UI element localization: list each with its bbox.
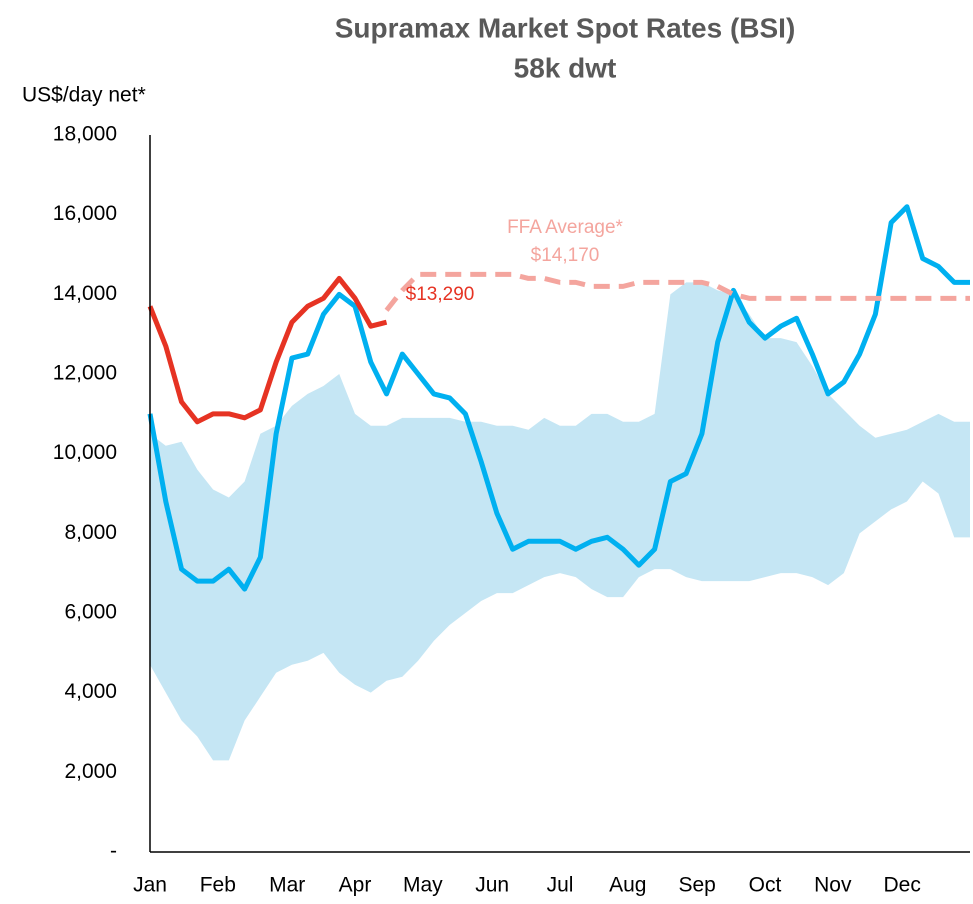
y-tick-label: - bbox=[110, 840, 117, 863]
x-tick-label: Jul bbox=[547, 874, 574, 897]
y-tick-label: 12,000 bbox=[53, 362, 117, 385]
series-line bbox=[384, 271, 970, 312]
y-tick-label: 8,000 bbox=[64, 521, 117, 544]
y-tick-label: 16,000 bbox=[53, 202, 117, 225]
y-tick-label: 10,000 bbox=[53, 441, 117, 464]
x-tick-label: Aug bbox=[609, 874, 646, 897]
chart-title: Supramax Market Spot Rates (BSI) bbox=[335, 12, 796, 43]
range-band bbox=[150, 282, 970, 761]
y-tick-label: 4,000 bbox=[64, 680, 117, 703]
x-tick-label: Dec bbox=[884, 874, 921, 897]
x-tick-label: Feb bbox=[200, 874, 236, 897]
y-tick-label: 6,000 bbox=[64, 601, 117, 624]
x-tick-label: Nov bbox=[814, 874, 852, 897]
series-line bbox=[147, 204, 970, 592]
x-tick-label: Oct bbox=[749, 874, 782, 897]
x-tick-label: Jun bbox=[475, 874, 509, 897]
x-tick-label: Sep bbox=[679, 874, 716, 897]
y-tick-label: 18,000 bbox=[53, 123, 117, 146]
annotation: FFA Average* bbox=[507, 217, 623, 238]
plot-area bbox=[147, 204, 970, 761]
annotation: $14,170 bbox=[531, 245, 600, 266]
y-tick-label: 14,000 bbox=[53, 282, 117, 305]
x-tick-label: Apr bbox=[339, 874, 372, 897]
annotation: $13,290 bbox=[406, 284, 475, 305]
x-tick-label: Mar bbox=[269, 874, 305, 897]
x-tick-label: Jan bbox=[133, 874, 167, 897]
y-axis-label: US$/day net* bbox=[22, 84, 146, 107]
x-tick-label: May bbox=[403, 874, 443, 897]
series-line bbox=[147, 275, 388, 425]
y-tick-label: 2,000 bbox=[64, 760, 117, 783]
chart-subtitle: 58k dwt bbox=[514, 52, 617, 83]
